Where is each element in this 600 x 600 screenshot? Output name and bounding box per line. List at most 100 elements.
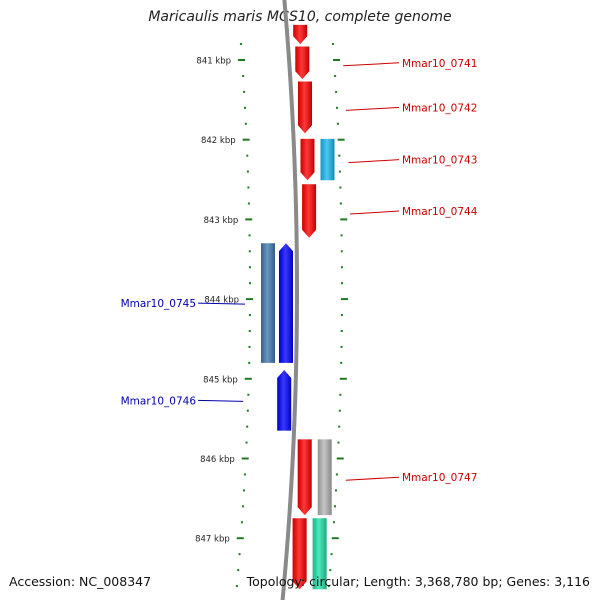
minor-tick-left — [240, 521, 243, 524]
minor-tick-left — [239, 43, 242, 46]
minor-tick-right — [327, 585, 330, 588]
minor-tick-right — [340, 234, 343, 237]
gene-label[interactable]: Mmar10_0741 — [402, 58, 477, 70]
gene-label[interactable]: Mmar10_0746 — [121, 395, 197, 407]
feature-mmar10-0747[interactable] — [297, 439, 312, 516]
minor-tick-right — [338, 425, 341, 428]
minor-tick-right — [338, 409, 341, 412]
major-tick-right — [331, 537, 339, 540]
minor-tick-left — [246, 170, 249, 173]
major-tick-left — [238, 59, 246, 61]
gene-label[interactable]: Mmar10_0745 — [121, 298, 196, 310]
tick-layer: 841 kbp 842 kbp 843 kbp 844 kbp 845 kbp 846 k… — [195, 43, 348, 588]
minor-tick-left — [248, 234, 251, 237]
minor-tick-right — [336, 106, 339, 109]
minor-tick-right — [333, 505, 336, 508]
minor-tick-right — [339, 202, 342, 205]
minor-tick-left — [248, 282, 251, 285]
minor-tick-left — [247, 393, 250, 396]
map-title: Maricaulis maris MCS10, complete genome — [148, 9, 452, 25]
major-tick-left — [245, 218, 253, 221]
minor-tick-right — [339, 186, 342, 189]
gene-label[interactable]: Mmar10_0747 — [402, 472, 477, 484]
minor-tick-right — [336, 122, 339, 125]
minor-tick-left — [244, 122, 247, 125]
minor-tick-right — [334, 74, 337, 77]
label-leader — [348, 159, 400, 164]
minor-tick-right — [331, 43, 334, 46]
label-leader — [197, 399, 244, 402]
feature-mmar10-0741[interactable] — [295, 46, 310, 80]
minor-tick-left — [235, 585, 238, 588]
feature-mmar10-0745[interactable] — [279, 243, 293, 363]
minor-tick-right — [335, 473, 338, 476]
minor-tick-right — [332, 521, 335, 524]
major-tick-right — [340, 298, 348, 301]
feature-steel-6[interactable] — [261, 243, 275, 363]
kbp-tick-label: 841 kbp — [196, 57, 231, 67]
feature-mmar10-0742[interactable] — [298, 81, 312, 134]
major-tick-left — [245, 298, 253, 301]
minor-tick-right — [340, 314, 343, 317]
feature-grey-10[interactable] — [317, 439, 332, 516]
label-leader — [197, 302, 245, 305]
label-leader — [345, 106, 400, 111]
gene-label[interactable]: Mmar10_0742 — [402, 102, 477, 114]
label-leader — [350, 210, 400, 215]
minor-tick-left — [245, 441, 248, 444]
kbp-tick-label: 846 kbp — [200, 455, 235, 465]
major-tick-right — [340, 218, 348, 221]
minor-tick-left — [238, 553, 241, 556]
major-tick-right — [339, 377, 347, 380]
backbone-layer — [280, 0, 300, 600]
minor-tick-right — [340, 329, 343, 332]
feature-mmar10-0743[interactable] — [300, 138, 315, 181]
minor-tick-left — [248, 266, 251, 269]
minor-tick-left — [248, 329, 251, 332]
minor-tick-left — [246, 154, 249, 157]
accession-text: Accession: NC_008347 — [9, 574, 152, 589]
minor-tick-left — [243, 90, 246, 93]
feature-mmar10-0746[interactable] — [277, 370, 292, 431]
minor-tick-right — [338, 154, 341, 157]
feature-mmar10-0744[interactable] — [302, 184, 317, 238]
minor-tick-right — [335, 90, 338, 93]
kbp-tick-label: 842 kbp — [201, 136, 236, 146]
feature-rna-4[interactable] — [320, 138, 335, 181]
gene-label[interactable]: Mmar10_0744 — [402, 206, 478, 218]
minor-tick-right — [340, 361, 343, 364]
major-tick-left — [242, 138, 250, 141]
minor-tick-left — [237, 569, 240, 572]
minor-tick-left — [248, 361, 251, 364]
label-layer: Mmar10_0741 Mmar10_0742 Mmar10_0743 Mmar10_… — [121, 58, 478, 484]
minor-tick-left — [244, 106, 247, 109]
minor-tick-left — [247, 186, 250, 189]
kbp-tick-label: 843 kbp — [204, 216, 239, 226]
minor-tick-left — [243, 473, 246, 476]
major-tick-left — [241, 457, 249, 460]
minor-tick-left — [248, 345, 251, 348]
kbp-tick-label: 847 kbp — [195, 535, 230, 545]
minor-tick-left — [242, 74, 245, 77]
feature-cds-forward-0[interactable] — [293, 24, 308, 45]
minor-tick-right — [340, 345, 343, 348]
major-tick-right — [333, 59, 341, 61]
minor-tick-right — [329, 569, 332, 572]
minor-tick-right — [340, 282, 343, 285]
gene-label[interactable]: Mmar10_0743 — [402, 155, 477, 167]
minor-tick-left — [241, 505, 244, 508]
minor-tick-right — [334, 489, 337, 492]
major-tick-right — [337, 138, 345, 141]
minor-tick-right — [340, 266, 343, 269]
major-tick-right — [336, 457, 344, 460]
minor-tick-left — [248, 314, 251, 317]
minor-tick-right — [338, 170, 341, 173]
minor-tick-right — [339, 393, 342, 396]
minor-tick-left — [247, 202, 250, 205]
minor-tick-left — [246, 409, 249, 412]
kbp-tick-label: 844 kbp — [204, 296, 239, 306]
minor-tick-right — [340, 250, 343, 253]
minor-tick-right — [337, 441, 340, 444]
kbp-tick-label: 845 kbp — [203, 375, 238, 385]
